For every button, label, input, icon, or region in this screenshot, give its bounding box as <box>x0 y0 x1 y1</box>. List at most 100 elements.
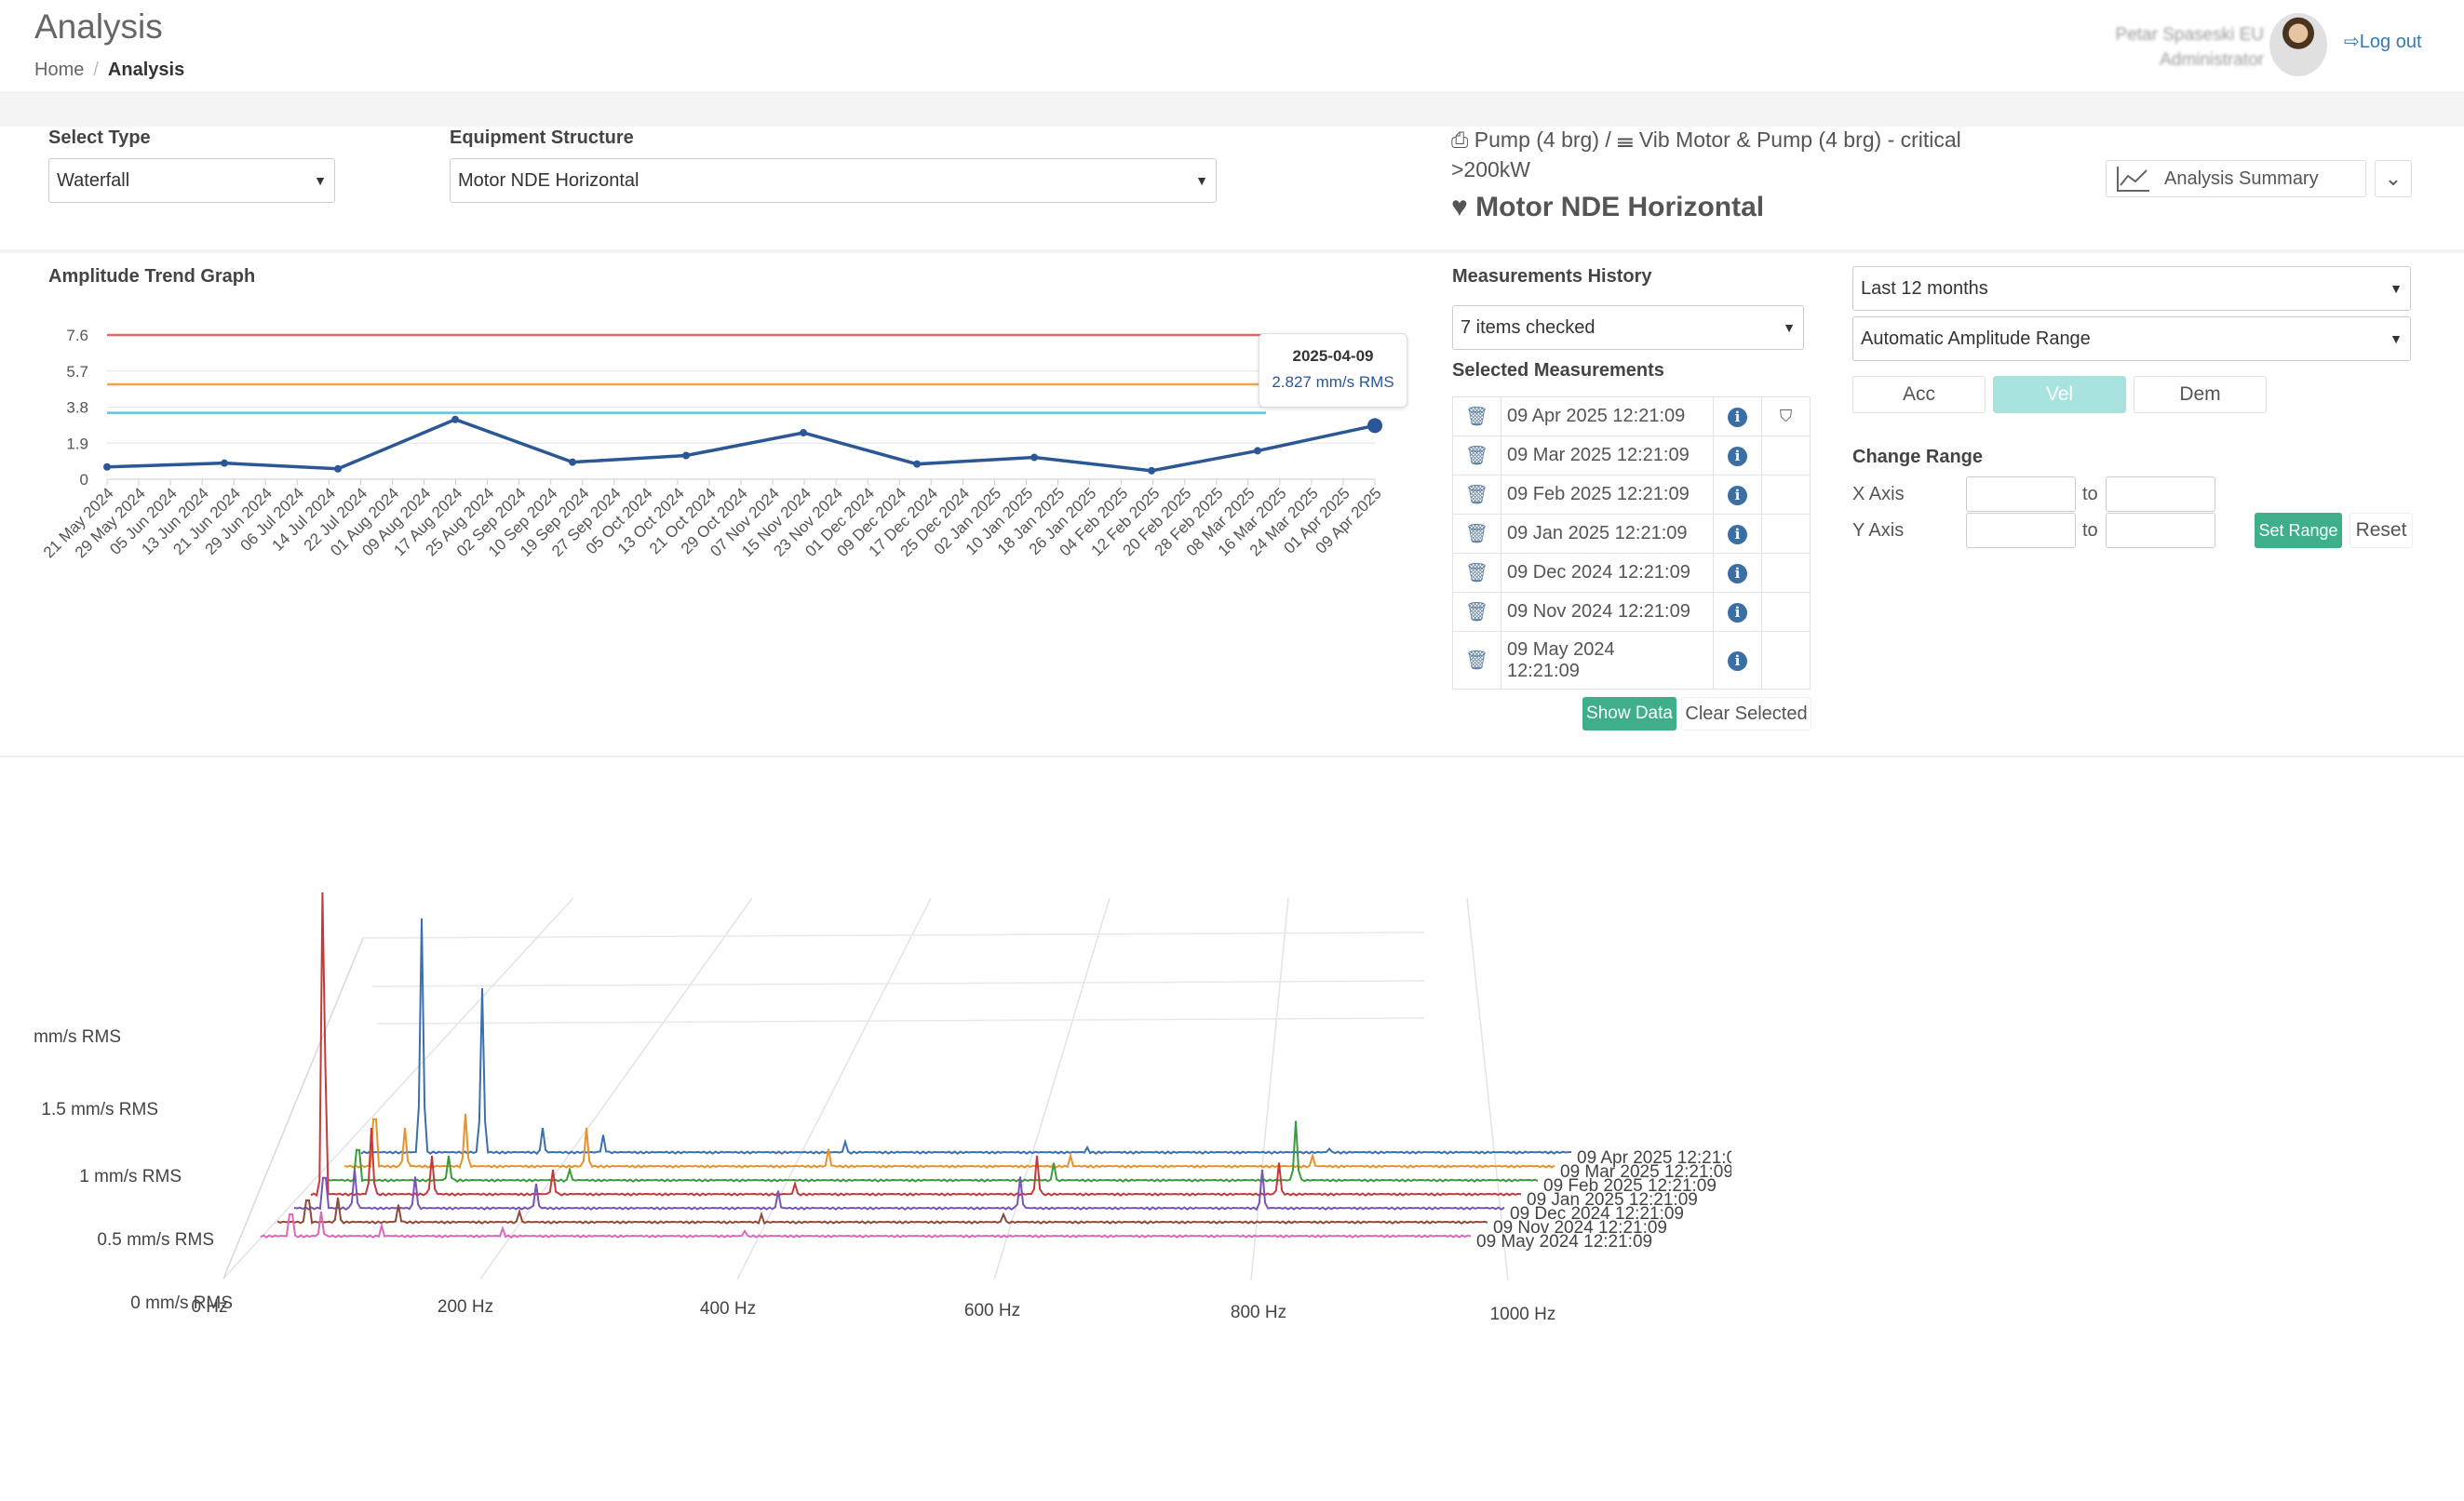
series-label: 09 Jan 2025 12:21:09 <box>1527 1190 1698 1210</box>
grid-line <box>1466 897 1509 1281</box>
clear-selected-button[interactable]: Clear Selected <box>1681 697 1811 730</box>
grid-line <box>736 897 932 1280</box>
chart-line-icon <box>2117 167 2149 192</box>
measurements-history-title: Measurements History <box>1452 266 1652 287</box>
pump-link[interactable]: Pump (4 brg) <box>1474 127 1600 152</box>
mode-vel-button[interactable]: Vel <box>1993 376 2126 413</box>
caret-down-icon: ▼ <box>2390 331 2403 346</box>
trash-icon[interactable]: 🗑 <box>1464 563 1489 583</box>
logout-link[interactable]: ⇨Log out <box>2344 30 2422 53</box>
table-row: 🗑 09 Mar 2025 12:21:09 i <box>1452 436 1811 476</box>
trash-icon[interactable]: 🗑 <box>1464 602 1489 623</box>
header-divider <box>0 91 2464 127</box>
logout-label: Log out <box>2359 32 2422 52</box>
series-label: 09 May 2024 12:21:09 <box>1476 1232 1652 1252</box>
trash-icon[interactable]: 🗑 <box>1464 407 1489 427</box>
trend-line <box>106 417 1376 473</box>
equipment-structure-label: Equipment Structure <box>450 127 634 148</box>
spectrum-line <box>293 1169 1505 1212</box>
trash-icon[interactable]: 🗑 <box>1464 446 1489 466</box>
bookmark-icon[interactable]: ⛉ <box>1779 407 1793 425</box>
trend-point <box>1253 447 1261 455</box>
y-tick-label: 1 mm/s RMS <box>79 1167 182 1186</box>
trash-icon[interactable]: 🗑 <box>1464 485 1489 505</box>
measurement-date[interactable]: 09 Mar 2025 12:21:09 <box>1501 436 1714 476</box>
spectrum-line <box>327 1120 1539 1183</box>
y-tick-label: 0.5 mm/s RMS <box>97 1230 214 1250</box>
measurement-date[interactable]: 09 May 2024 12:21:09 <box>1501 631 1714 690</box>
y-tick-label: 7.6 <box>66 327 88 344</box>
info-icon[interactable]: i <box>1728 408 1747 427</box>
select-type-value: Waterfall <box>57 169 130 191</box>
select-type-dropdown[interactable]: Waterfall ▼ <box>48 158 335 203</box>
caret-down-icon: ▼ <box>1783 320 1796 335</box>
y-tick-label: 5.7 <box>66 363 88 381</box>
series-label: 09 Dec 2024 12:21:09 <box>1510 1204 1684 1224</box>
breadcrumb-home[interactable]: Home <box>34 60 85 80</box>
trend-point <box>451 415 460 423</box>
x-tick-label: 600 Hz <box>964 1301 1020 1320</box>
trend-point <box>221 459 229 467</box>
series-label: 09 Mar 2025 12:21:09 <box>1560 1162 1731 1182</box>
y-axis-to-input[interactable] <box>2106 513 2215 548</box>
measurement-date[interactable]: 09 Dec 2024 12:21:09 <box>1501 553 1714 593</box>
trend-section-title: Amplitude Trend Graph <box>48 266 256 287</box>
series-label: 09 Apr 2025 12:21:09 <box>1577 1148 1731 1168</box>
amplitude-range-value: Automatic Amplitude Range <box>1861 328 2091 349</box>
section-divider <box>0 249 2464 253</box>
selected-measurements-title: Selected Measurements <box>1452 360 1664 381</box>
heartbeat-icon: ♥ <box>1451 192 1468 222</box>
machine-link[interactable]: Vib Motor & Pump (4 brg) - critical >200… <box>1451 127 1961 181</box>
info-icon[interactable]: i <box>1728 603 1747 623</box>
series-label: 09 Nov 2024 12:21:09 <box>1493 1218 1667 1238</box>
x-axis-from-input[interactable] <box>1966 476 2076 512</box>
analysis-summary-button[interactable]: Analysis Summary <box>2106 160 2366 197</box>
page-title: Analysis <box>34 7 163 46</box>
trend-point <box>103 462 111 471</box>
trend-point <box>682 451 691 460</box>
trend-point <box>1148 466 1156 475</box>
measurements-history-dropdown[interactable]: 7 items checked ▼ <box>1452 305 1804 350</box>
breadcrumb: Home / Analysis <box>34 60 184 81</box>
info-icon[interactable]: i <box>1728 564 1747 583</box>
measurement-date-line1: 09 May 2024 <box>1507 638 1615 660</box>
user-name: Petar Spaseski EU <box>2115 25 2264 45</box>
trend-point <box>569 458 577 466</box>
amplitude-range-dropdown[interactable]: Automatic Amplitude Range ▼ <box>1852 316 2411 361</box>
chevron-down-icon: ⌄ <box>2384 167 2403 190</box>
x-axis-to-input[interactable] <box>2106 476 2215 512</box>
y-tick-label: 1.5 mm/s RMS <box>41 1100 158 1119</box>
reset-button[interactable]: Reset <box>2350 513 2413 548</box>
equipment-structure-dropdown[interactable]: Motor NDE Horizontal ▼ <box>450 158 1217 203</box>
grid-line <box>371 980 1425 987</box>
mode-acc-button[interactable]: Acc <box>1852 376 1986 413</box>
trend-point <box>913 460 922 468</box>
x-axis-label: X Axis <box>1852 484 1905 504</box>
equipment-structure-value: Motor NDE Horizontal <box>458 169 640 191</box>
info-icon[interactable]: i <box>1728 651 1747 671</box>
trash-icon[interactable]: 🗑 <box>1464 650 1489 671</box>
y-axis-from-input[interactable] <box>1966 513 2076 548</box>
avatar[interactable] <box>2269 13 2327 76</box>
measurement-date[interactable]: 09 Apr 2025 12:21:09 <box>1501 396 1714 436</box>
y-tick-label: 0 <box>80 471 88 489</box>
trash-icon[interactable]: 🗑 <box>1464 524 1489 544</box>
table-row: 🗑 09 Dec 2024 12:21:09 i <box>1452 553 1811 593</box>
set-range-button[interactable]: Set Range <box>2255 513 2342 548</box>
equipment-path: ⎙ Pump (4 brg) / ☰ Vib Motor & Pump (4 b… <box>1451 125 2019 184</box>
measurement-point-name: Motor NDE Horizontal <box>1475 192 1765 222</box>
measurement-date[interactable]: 09 Feb 2025 12:21:09 <box>1501 475 1714 515</box>
measurement-date[interactable]: 09 Nov 2024 12:21:09 <box>1501 592 1714 632</box>
show-data-button[interactable]: Show Data <box>1582 697 1676 730</box>
trend-tooltip: 2025-04-09 2.827 mm/s RMS <box>1259 333 1407 408</box>
y-tick-label: mm/s RMS <box>34 1027 121 1047</box>
measurement-date[interactable]: 09 Jan 2025 12:21:09 <box>1501 514 1714 554</box>
period-dropdown[interactable]: Last 12 months ▼ <box>1852 266 2411 311</box>
info-icon[interactable]: i <box>1728 486 1747 505</box>
info-icon[interactable]: i <box>1728 447 1747 466</box>
mode-dem-button[interactable]: Dem <box>2134 376 2267 413</box>
chevron-down-button[interactable]: ⌄ <box>2375 160 2412 197</box>
info-icon[interactable]: i <box>1728 525 1747 544</box>
